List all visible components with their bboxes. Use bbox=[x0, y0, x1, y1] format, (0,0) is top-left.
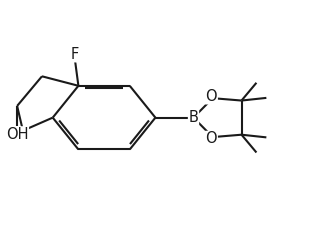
Text: OH: OH bbox=[6, 127, 28, 142]
Text: O: O bbox=[205, 132, 217, 146]
Text: F: F bbox=[71, 47, 79, 62]
Text: O: O bbox=[205, 89, 217, 104]
Text: B: B bbox=[189, 110, 198, 125]
